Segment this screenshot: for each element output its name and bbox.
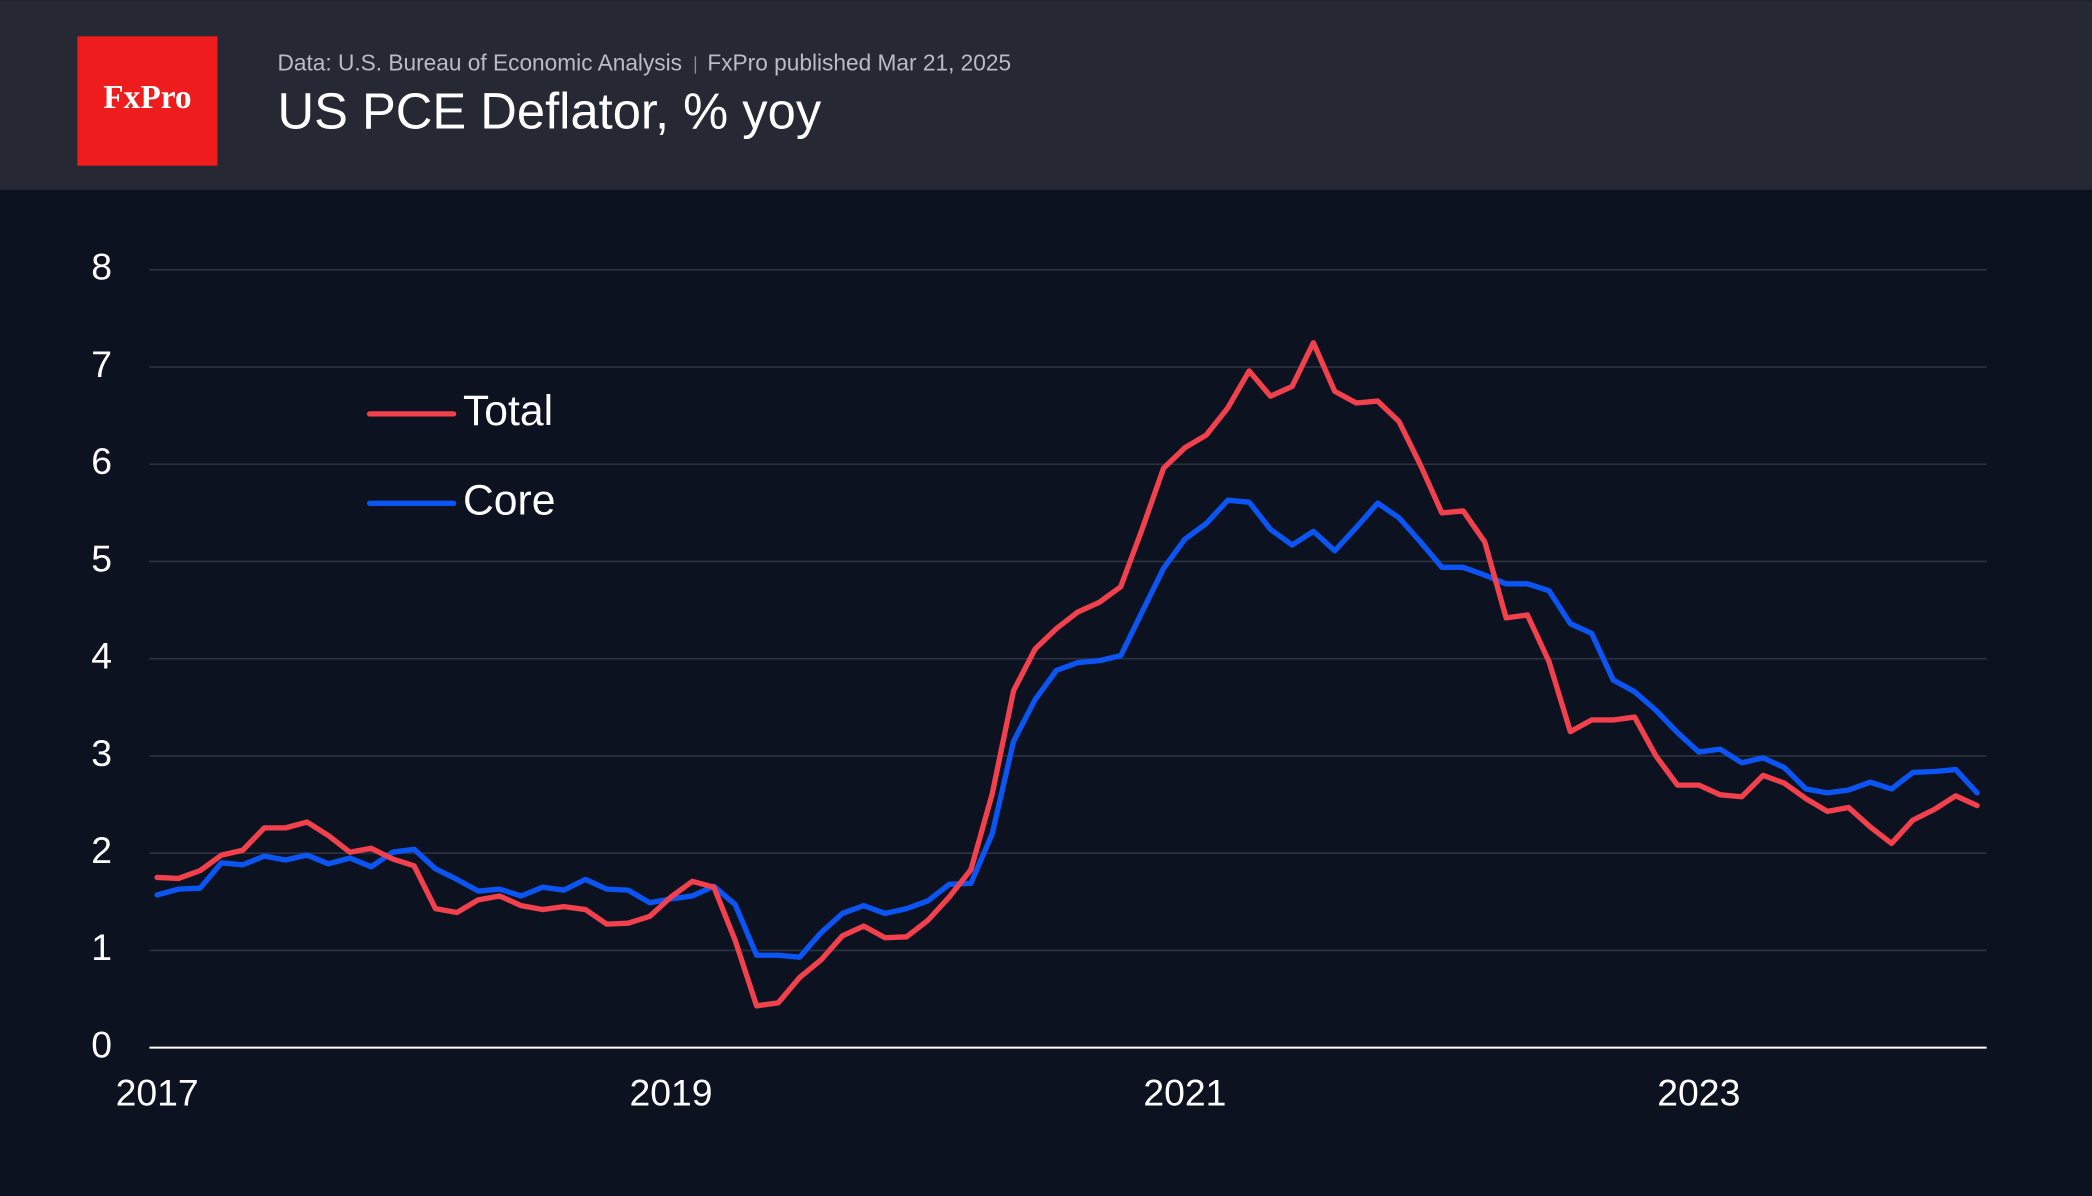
x-tick-label: 2021 <box>1143 1072 1226 1114</box>
y-tick-label: 6 <box>91 440 112 482</box>
y-tick-label: 5 <box>91 537 112 579</box>
chart-title: US PCE Deflator, % yoy <box>278 82 822 139</box>
y-tick-label: 7 <box>91 343 112 385</box>
series-line <box>154 340 1980 1009</box>
source: Data: U.S. Bureau of Economic Analysis <box>278 49 683 75</box>
logo-box <box>77 36 218 166</box>
y-tick-label: 2 <box>91 829 112 871</box>
legend-label: Core <box>463 477 556 525</box>
x-tick-label: 2017 <box>116 1072 199 1114</box>
x-tick-label: 2019 <box>629 1072 712 1114</box>
y-tick-label: 8 <box>91 246 112 288</box>
y-tick-label: 4 <box>91 635 112 677</box>
header <box>0 0 2092 190</box>
logo: FxPro <box>103 79 191 116</box>
legend-label: Total <box>463 387 553 435</box>
y-tick-label: 1 <box>91 926 112 968</box>
y-tick-label: 3 <box>91 732 112 774</box>
x-tick-label: 2023 <box>1657 1072 1740 1114</box>
series-line <box>154 497 1980 960</box>
published: FxPro published Mar 21, 2025 <box>707 49 1011 75</box>
y-tick-label: 0 <box>91 1023 112 1065</box>
